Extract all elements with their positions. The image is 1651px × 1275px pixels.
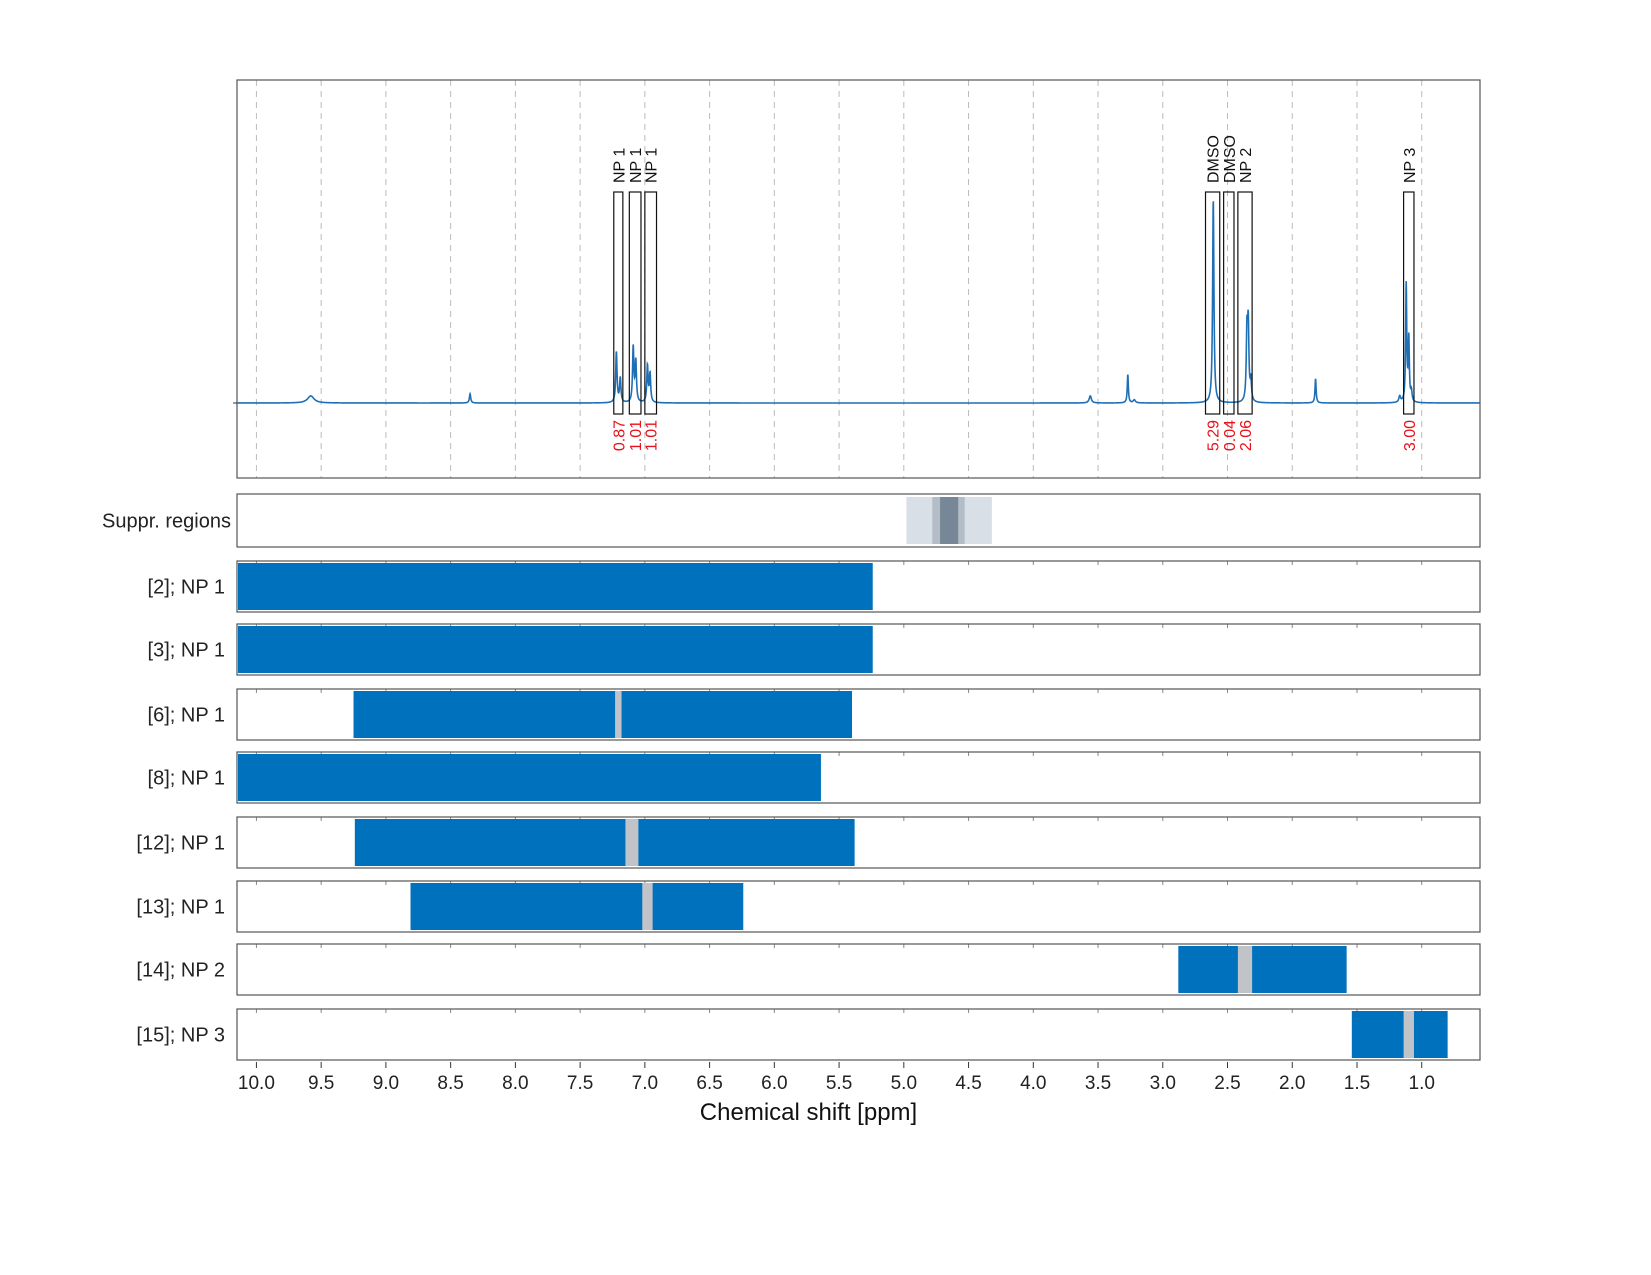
x-tick-label: 8.0 [502,1073,528,1094]
fragment-row-label: [3]; NP 1 [148,640,225,662]
x-tick-label: 6.5 [696,1073,722,1094]
x-axis: Chemical shift [ppm] 10.0 9.5 9.0 8.5 8.0 7.5… [238,1062,1435,1126]
integration-region-label: NP 1 [628,148,645,183]
fragment-row-frame [236,1008,1481,1061]
integration-region-box [1204,191,1221,415]
fragment-bar [1351,1011,1448,1058]
suppressed-regions-panel: Suppr. regions [102,493,1481,548]
integration-region-label: NP 2 [1238,148,1255,183]
fragment-row: [6]; NP 1 [148,688,1481,741]
x-tick-label: 10.0 [238,1073,275,1094]
fragment-row: [12]; NP 1 [136,816,1481,869]
fragment-gap [642,883,653,930]
fragment-row-label: [12]; NP 1 [136,833,225,855]
suppressed-regions-label: Suppr. regions [102,511,231,533]
fragment-row: [14]; NP 2 [136,943,1481,996]
fragment-row-frame [236,688,1481,741]
fragment-bar [1178,946,1347,993]
fragment-bar [410,883,744,930]
spectrum-panel: NP 1 0.87 NP 1 1.01 NP 1 1.01 DMSO 5.29 DMSO 0.04… [233,79,1481,479]
fragment-bar [354,819,855,866]
x-tick-label: 3.5 [1085,1073,1111,1094]
fragment-row-label: [2]; NP 1 [148,577,225,599]
fragment-row: [15]; NP 3 [136,1008,1481,1061]
fragment-gap [1403,1011,1414,1058]
integration-region-box [628,191,642,415]
suppressed-regions-frame [236,493,1481,548]
integration-region-box [1237,191,1253,415]
x-tick-label: 3.0 [1150,1073,1176,1094]
fragment-row-frame [236,560,1481,613]
fragment-row-label: [13]; NP 1 [136,897,225,919]
x-tick-label: 5.5 [826,1073,852,1094]
x-tick-label: 4.0 [1020,1073,1046,1094]
x-tick-label: 1.0 [1409,1073,1435,1094]
fragment-row-frame [236,816,1481,869]
integral-value: 2.06 [1238,420,1255,451]
integral-value: 1.01 [628,420,645,451]
fragment-row-frame [236,751,1481,804]
fragment-row: [3]; NP 1 [148,623,1481,676]
fragment-row: [13]; NP 1 [136,880,1481,933]
x-tick-label: 5.0 [891,1073,917,1094]
integration-regions: NP 1 0.87 NP 1 1.01 NP 1 1.01 DMSO 5.29 DMSO 0.04… [611,135,1418,451]
fragment-row-label: [14]; NP 2 [136,960,225,982]
x-tick-label: 2.5 [1214,1073,1240,1094]
fragment-gap [1237,946,1253,993]
fragment-gap [615,691,622,738]
fragment-bar [238,626,873,673]
fragment-bar [238,563,873,610]
integration-region-box [613,191,624,415]
fragment-row: [8]; NP 1 [148,751,1481,804]
spectrum-frame [236,79,1481,479]
fragment-row-label: [15]; NP 3 [136,1025,225,1047]
x-tick-label: 2.0 [1279,1073,1305,1094]
integration-region-label: NP 1 [611,148,628,183]
fragment-row-label: [8]; NP 1 [148,768,225,790]
fragment-bar [353,691,853,738]
integration-region-box [1223,191,1235,415]
x-tick-label: 9.0 [373,1073,399,1094]
x-tick-label: 7.5 [567,1073,593,1094]
integral-value: 5.29 [1206,420,1223,451]
fragment-rows: [2]; NP 1 [3]; NP 1 [6]; NP 1 [8]; NP 1 [12]… [136,560,1481,1061]
x-axis-label: Chemical shift [ppm] [700,1099,917,1126]
integral-value: 1.01 [644,420,661,451]
spectrum-line [237,201,1480,404]
grid-lines [255,80,1423,478]
fragment-row-frame [236,943,1481,996]
integral-value: 0.04 [1222,420,1239,451]
fragment-row-label: [6]; NP 1 [148,705,225,727]
integration-region-label: DMSO [1222,135,1239,183]
integral-value: 3.00 [1402,420,1419,451]
integration-region-label: NP 1 [644,148,661,183]
fragment-row: [2]; NP 1 [148,560,1481,613]
fragment-gap [625,819,639,866]
fragment-bar [238,754,821,801]
integration-region-label: NP 3 [1402,148,1419,183]
x-tick-label: 4.5 [955,1073,981,1094]
integration-region-box [644,191,658,415]
x-tick-label: 9.5 [308,1073,334,1094]
fragment-row-frame [236,623,1481,676]
fragment-row-frame [236,880,1481,933]
integration-region-label: DMSO [1206,135,1223,183]
x-tick-label: 8.5 [437,1073,463,1094]
x-tick-label: 1.5 [1344,1073,1370,1094]
x-tick-label: 6.0 [761,1073,787,1094]
integral-value: 0.87 [611,420,628,451]
suppressed-bands [906,497,992,544]
x-tick-label: 7.0 [632,1073,658,1094]
suppressed-band [940,497,959,544]
integration-region-box [1403,191,1415,415]
